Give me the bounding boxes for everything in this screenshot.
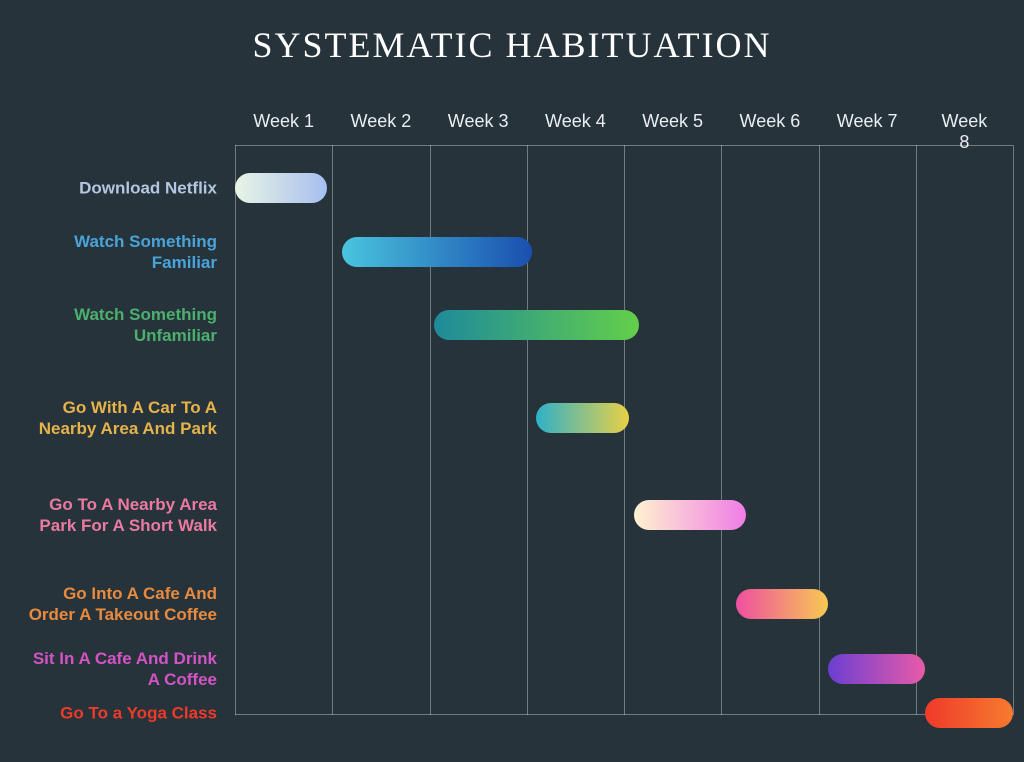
gantt-bar [736,589,828,619]
column-header: Week 8 [940,111,989,153]
row-label: Download Netflix [25,177,235,198]
column-header: Week 3 [448,111,509,132]
column-header: Week 7 [837,111,898,132]
row-label: Go With A Car To A Nearby Area And Park [25,397,235,440]
column-header: Week 1 [253,111,314,132]
row-label: Go To A Nearby Area Park For A Short Wal… [25,494,235,537]
gridline-vertical [721,145,722,715]
chart-title: SYSTEMATIC HABITUATION [0,24,1024,66]
column-header: Week 4 [545,111,606,132]
gridline-vertical [332,145,333,715]
row-label: Go Into A Cafe And Order A Takeout Coffe… [25,583,235,626]
gridline-vertical [1013,145,1014,715]
row-label: Watch Something Unfamiliar [25,304,235,347]
gridline-vertical [624,145,625,715]
row-label: Go To a Yoga Class [25,702,235,723]
gantt-bar [434,310,638,340]
gridline-vertical [235,145,236,715]
column-header: Week 2 [351,111,412,132]
gantt-bar [536,403,628,433]
row-label: Sit In A Cafe And Drink A Coffee [25,648,235,691]
column-header: Week 6 [740,111,801,132]
gantt-bar [925,698,1013,728]
row-label: Watch Something Familiar [25,231,235,274]
gridline-vertical [430,145,431,715]
gantt-bar [634,500,746,530]
gantt-bar [828,654,925,684]
column-header: Week 5 [642,111,703,132]
gantt-chart: Week 1Week 2Week 3Week 4Week 5Week 6Week… [235,145,1013,715]
gridline-vertical [527,145,528,715]
gantt-bar [235,173,327,203]
gridline-vertical [819,145,820,715]
gridline-vertical [916,145,917,715]
gantt-bar [342,237,532,267]
